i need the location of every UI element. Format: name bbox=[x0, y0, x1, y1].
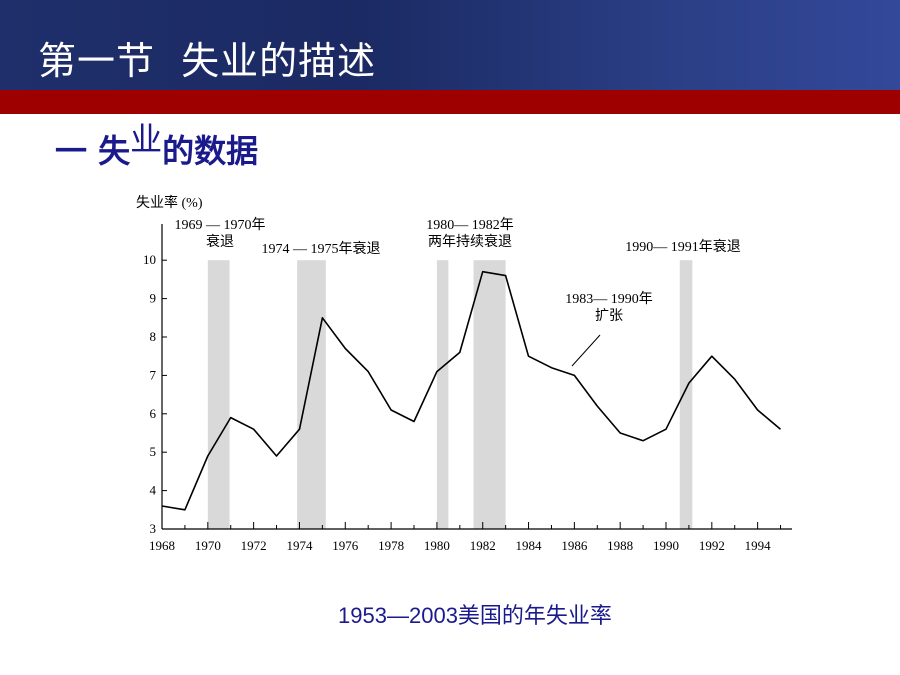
x-tick-label-1976: 1976 bbox=[332, 538, 359, 553]
chart-caption: 1953—2003美国的年失业率 bbox=[338, 603, 612, 628]
chart-axes: 3 4 5 6 7 8 9 10 1968 1970 1972 1974 1976 1978 1980 198… bbox=[143, 224, 792, 553]
annotation-4-line-0: 1983— 1990年 bbox=[565, 291, 653, 307]
subtitle-suffix: 的数据 bbox=[162, 132, 259, 170]
x-tick-label-1980: 1980 bbox=[424, 538, 450, 553]
page-title: 第一节 失业的描述 bbox=[38, 39, 377, 83]
recession-band-4 bbox=[679, 260, 693, 529]
recession-band-2 bbox=[436, 260, 449, 529]
recession-bands bbox=[207, 260, 693, 529]
section-subtitle: 一 失业的数据 bbox=[55, 120, 259, 172]
y-tick-label-6: 6 bbox=[150, 406, 157, 421]
subtitle-lifted-char: 业 bbox=[130, 120, 163, 158]
x-tick-label-1974: 1974 bbox=[286, 538, 313, 553]
x-tick-label-1986: 1986 bbox=[561, 538, 588, 553]
y-tick-label-5: 5 bbox=[150, 444, 157, 459]
annotation-0-line-1: 衰退 bbox=[206, 233, 234, 250]
x-tick-label-1972: 1972 bbox=[241, 538, 267, 553]
y-tick-label-10: 10 bbox=[143, 252, 156, 267]
recession-band-0 bbox=[207, 260, 230, 529]
annotation-pointer bbox=[571, 334, 601, 367]
annotation-0-line-0: 1969 — 1970年 bbox=[175, 217, 266, 233]
x-tick-label-1970: 1970 bbox=[195, 538, 221, 553]
unemployment-line bbox=[161, 270, 782, 511]
header-bar: 第一节 失业的描述 bbox=[0, 0, 900, 90]
annotation-3-line-0: 1990— 1991年衰退 bbox=[625, 238, 741, 255]
y-tick-label-7: 7 bbox=[150, 367, 157, 382]
y-tick-label-4: 4 bbox=[150, 483, 157, 498]
y-tick-label-9: 9 bbox=[150, 291, 157, 306]
x-tick-label-1990: 1990 bbox=[653, 538, 679, 553]
annotation-4-line-1: 扩张 bbox=[595, 308, 623, 324]
x-tick-label-1982: 1982 bbox=[470, 538, 496, 553]
x-tick-label-1984: 1984 bbox=[516, 538, 543, 553]
annotation-1-line-0: 1974 — 1975年衰退 bbox=[262, 240, 381, 257]
series-line-0 bbox=[161, 270, 782, 511]
x-tick-label-1994: 1994 bbox=[745, 538, 772, 553]
y-tick-label-3: 3 bbox=[150, 521, 157, 536]
y-tick-label-8: 8 bbox=[150, 329, 157, 344]
x-tick-label-1988: 1988 bbox=[607, 538, 633, 553]
recession-band-3 bbox=[473, 260, 506, 529]
recession-band-1 bbox=[297, 260, 326, 529]
header-accent-band bbox=[0, 90, 900, 114]
x-tick-label-1978: 1978 bbox=[378, 538, 404, 553]
annotation-2-line-0: 1980— 1982年 bbox=[426, 217, 514, 233]
subtitle-prefix: 一 失 bbox=[55, 132, 131, 170]
x-tick-label-1968: 1968 bbox=[149, 538, 175, 553]
x-tick-label-1992: 1992 bbox=[699, 538, 725, 553]
y-axis-label: 失业率 (%) bbox=[136, 194, 203, 211]
annotation-2-line-1: 两年持续衰退 bbox=[428, 233, 512, 250]
